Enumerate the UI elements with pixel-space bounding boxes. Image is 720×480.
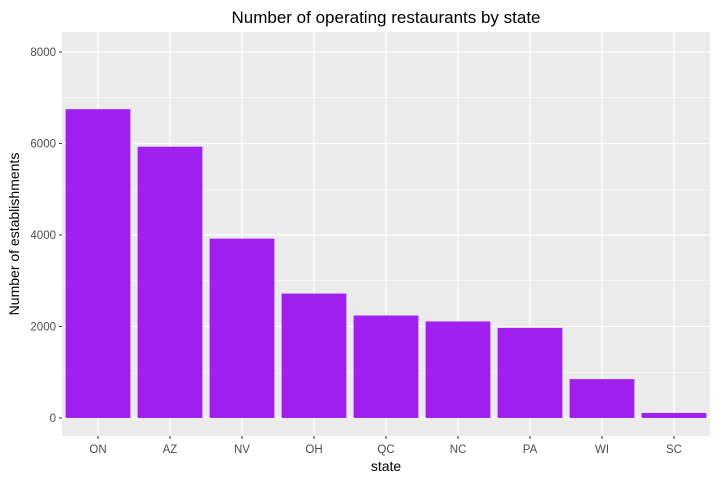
x-tick-label: OH [305, 444, 322, 456]
x-tick-label: NV [234, 444, 250, 456]
x-tick-label: NC [450, 444, 467, 456]
x-tick-label: QC [377, 444, 394, 456]
bar-sc [641, 412, 707, 418]
x-tick-label: SC [666, 444, 682, 456]
bar-az [137, 146, 203, 418]
y-tick-label: 0 [50, 413, 56, 425]
y-tick-label: 8000 [30, 47, 56, 59]
y-tick-label: 4000 [30, 230, 56, 242]
bars [65, 109, 707, 418]
y-axis-ticks: 0 2000 4000 6000 8000 [30, 47, 62, 425]
bar-oh [281, 293, 347, 418]
x-tick-label: PA [523, 444, 538, 456]
y-tick-label: 2000 [30, 322, 56, 334]
x-tick-label: AZ [163, 444, 178, 456]
bar-on [65, 109, 131, 418]
bar-wi [569, 379, 635, 418]
x-tick-label: WI [595, 444, 609, 456]
bar-nv [209, 238, 275, 418]
x-axis-title: state [371, 458, 402, 474]
x-axis-ticks: ON AZ NV OH QC NC PA WI SC [89, 436, 682, 456]
bar-pa [497, 327, 563, 418]
y-axis-title: Number of establishments [6, 153, 22, 316]
bar-nc [425, 321, 491, 418]
x-tick-label: ON [89, 444, 106, 456]
y-tick-label: 6000 [30, 139, 56, 151]
bar-qc [353, 315, 419, 418]
chart-title: Number of operating restaurants by state [232, 8, 541, 27]
